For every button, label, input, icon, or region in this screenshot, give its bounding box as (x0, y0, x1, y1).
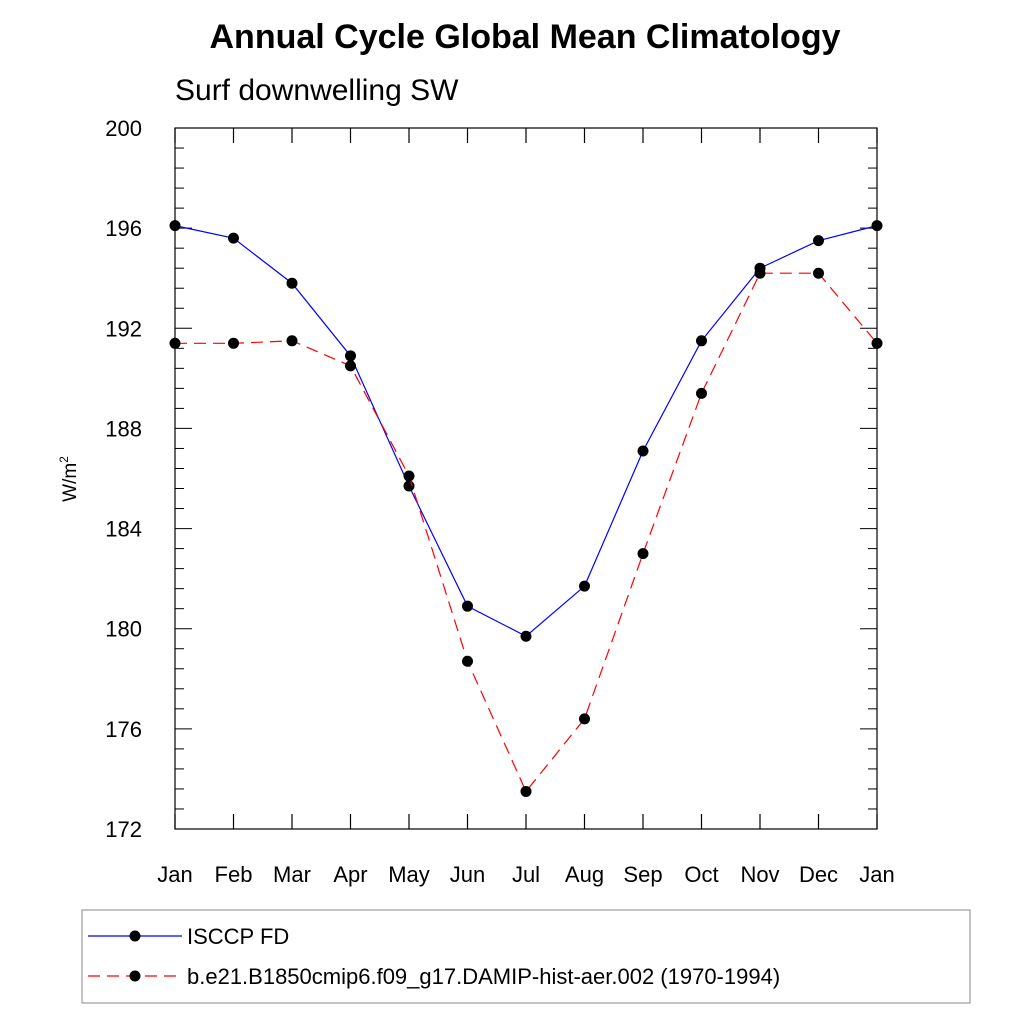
y-axis-label-superscript: 2 (57, 456, 71, 463)
series-2-point (228, 337, 239, 349)
svg-text:W/m2: W/m2 (57, 456, 81, 502)
series-2-point (579, 713, 590, 725)
series-1-point (169, 220, 181, 232)
series-2-line (175, 272, 878, 793)
x-tick-label: Jan (157, 862, 192, 887)
y-axis-title: W/m2 (57, 456, 81, 502)
y-tick-label: 176 (105, 717, 142, 742)
series-2-point (871, 337, 883, 349)
series-1-point (286, 277, 298, 289)
x-tick-label: Feb (215, 862, 253, 887)
series-1-line (174, 225, 878, 637)
series-2-point (286, 335, 298, 347)
x-tick-label: Jan (859, 862, 894, 887)
series-1-point (637, 445, 649, 457)
legend-marker-series-2 (129, 970, 141, 982)
y-axis-label: W/m (60, 463, 81, 502)
series-2-point (696, 387, 707, 399)
y-tick-label: 196 (105, 216, 142, 241)
chart-subtitle: Surf downwelling SW (175, 74, 459, 107)
x-tick-label: May (388, 862, 430, 887)
x-tick-label: Sep (623, 862, 662, 887)
y-tick-label: 172 (105, 817, 142, 842)
series-1-point (871, 220, 883, 232)
x-tick-label: Apr (333, 862, 367, 887)
x-tick-label: Jul (512, 862, 540, 887)
y-tick-label: 192 (105, 316, 142, 341)
series-1-point (403, 480, 415, 492)
series-2-point (403, 470, 415, 482)
series-1-point (345, 350, 356, 362)
x-tick-label: Dec (799, 862, 838, 887)
series-2-point (754, 267, 766, 279)
series-1-point (520, 630, 532, 642)
series-2-point (813, 267, 824, 279)
series-2-point (520, 785, 532, 797)
series-2-point (637, 548, 649, 560)
y-tick-label: 180 (105, 617, 142, 642)
y-tick-label: 184 (105, 517, 142, 542)
series-1-point (813, 235, 824, 247)
series-2-point (462, 655, 473, 667)
series-1-point (462, 600, 473, 612)
x-tick-label: Aug (565, 862, 604, 887)
y-tick-label: 188 (105, 416, 142, 441)
legend-box (81, 909, 971, 1004)
plot-frame (174, 127, 878, 830)
x-tick-label: Mar (273, 862, 311, 887)
legend-marker-series-1 (129, 930, 141, 942)
x-tick-label: Jun (450, 862, 485, 887)
x-tick-label: Oct (684, 862, 718, 887)
series-1-point (696, 335, 707, 347)
x-tick-label: Nov (740, 862, 779, 887)
legend-label-series-2: b.e21.B1850cmip6.f09_g17.DAMIP-hist-aer.… (187, 964, 780, 989)
series-2-point (169, 337, 181, 349)
chart-title: Annual Cycle Global Mean Climatology (210, 18, 841, 56)
legend-label-series-1: ISCCP FD (187, 924, 289, 949)
y-tick-label: 200 (105, 116, 142, 141)
series-1-point (228, 232, 239, 244)
series-2-point (345, 360, 356, 372)
series-1-point (579, 580, 590, 592)
